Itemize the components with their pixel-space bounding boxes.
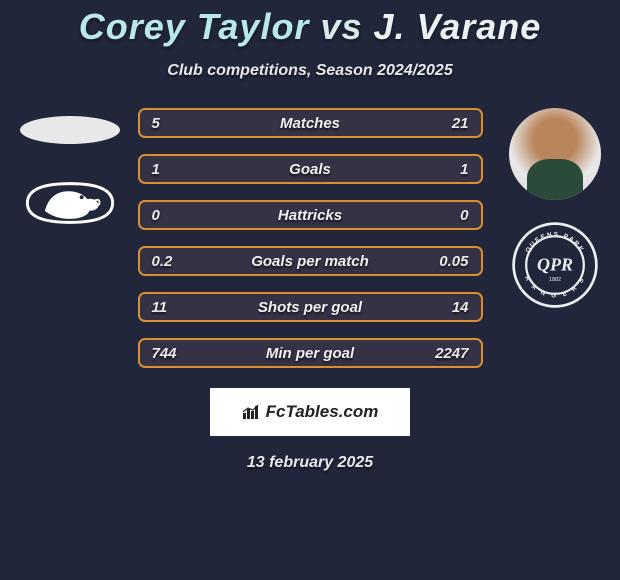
left-player-column: [10, 108, 130, 234]
stat-right-value: 0: [433, 207, 469, 224]
title-vs: vs: [320, 6, 362, 47]
stat-right-value: 14: [433, 299, 469, 316]
branding-icon: [242, 404, 262, 420]
comparison-body: QUEENS PARK R A N G E R S QPR 1882 5 Mat…: [0, 108, 620, 368]
stat-right-value: 21: [433, 115, 469, 132]
svg-text:1882: 1882: [549, 277, 561, 283]
branding: FcTables.com: [242, 402, 379, 422]
player2-avatar: [509, 108, 601, 200]
stat-left-value: 1: [152, 161, 188, 178]
stat-left-value: 0.2: [152, 253, 188, 270]
stat-left-value: 0: [152, 207, 188, 224]
stat-left-value: 5: [152, 115, 188, 132]
comparison-title: Corey Taylor vs J. Varane: [0, 0, 620, 48]
stat-row: 0.2 Goals per match 0.05: [138, 246, 483, 276]
stat-label: Matches: [280, 115, 340, 132]
stat-label: Goals per match: [251, 253, 369, 270]
stat-left-value: 11: [152, 299, 188, 316]
branding-text: FcTables.com: [266, 402, 379, 422]
right-player-column: QUEENS PARK R A N G E R S QPR 1882: [500, 108, 610, 310]
stat-row: 0 Hattricks 0: [138, 200, 483, 230]
stat-right-value: 2247: [433, 345, 469, 362]
title-player2: J. Varane: [374, 6, 542, 47]
svg-text:QPR: QPR: [537, 254, 573, 274]
branding-box: FcTables.com: [210, 388, 410, 436]
stat-row: 744 Min per goal 2247: [138, 338, 483, 368]
stat-right-value: 1: [433, 161, 469, 178]
stat-label: Min per goal: [266, 345, 354, 362]
stat-row: 5 Matches 21: [138, 108, 483, 138]
stat-row: 11 Shots per goal 14: [138, 292, 483, 322]
stat-label: Shots per goal: [258, 299, 362, 316]
title-player1: Corey Taylor: [79, 6, 310, 47]
stat-left-value: 744: [152, 345, 188, 362]
stat-label: Goals: [289, 161, 331, 178]
stat-right-value: 0.05: [433, 253, 469, 270]
player1-avatar-placeholder: [20, 116, 120, 144]
player2-club-badge: QUEENS PARK R A N G E R S QPR 1882: [510, 220, 600, 310]
svg-text:QUEENS PARK: QUEENS PARK: [524, 231, 585, 254]
subtitle: Club competitions, Season 2024/2025: [0, 62, 620, 80]
stat-label: Hattricks: [278, 207, 342, 224]
player1-club-badge: [21, 172, 119, 234]
date: 13 february 2025: [0, 454, 620, 472]
stat-row: 1 Goals 1: [138, 154, 483, 184]
stat-bars: 5 Matches 21 1 Goals 1 0 Hattricks 0 0.2…: [138, 108, 483, 368]
